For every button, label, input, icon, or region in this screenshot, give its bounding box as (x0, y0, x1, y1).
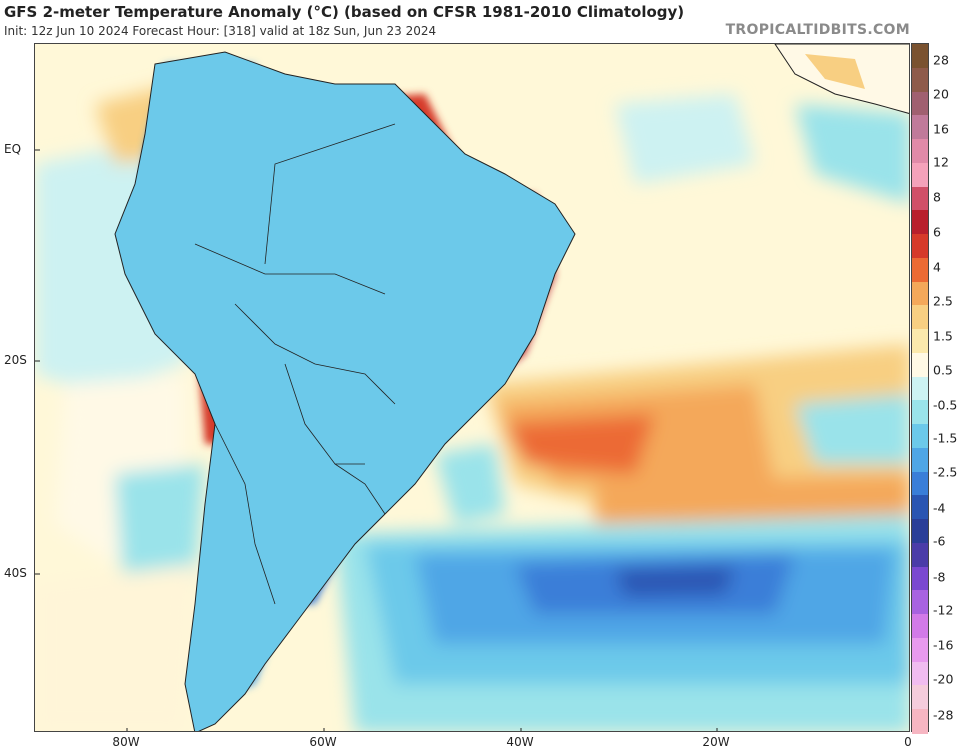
lat-label-20s: 20S (4, 353, 27, 367)
colorbar-segment (912, 376, 928, 401)
ocean-anomaly-field (35, 84, 909, 731)
colorbar-segment (912, 162, 928, 188)
colorbar-label: 4 (933, 259, 941, 275)
colorbar-label: -6 (933, 533, 946, 549)
colorbar-label: -0.5 (933, 397, 958, 413)
colorbar-segment (912, 91, 928, 116)
colorbar-label: 20 (933, 86, 949, 102)
colorbar-label: 6 (933, 224, 941, 240)
lon-label-80w: 80W (112, 735, 140, 749)
colorbar-label: -16 (933, 637, 954, 653)
colorbar-label: -20 (933, 671, 954, 687)
africa-coast (774, 44, 909, 114)
lat-label-eq: EQ (4, 142, 22, 156)
colorbar-segment (912, 542, 928, 568)
colorbar-label: -8 (933, 569, 946, 585)
colorbar-segment (912, 305, 928, 330)
colorbar-label: -28 (933, 707, 954, 723)
colorbar-segment (912, 614, 928, 639)
colorbar-segment (912, 44, 928, 69)
colorbar-segment (912, 139, 928, 164)
map-canvas (35, 44, 909, 731)
lon-label-20w: 20W (702, 735, 730, 749)
colorbar-segment (912, 329, 928, 354)
forecast-info: Init: 12z Jun 10 2024 Forecast Hour: [31… (4, 24, 437, 38)
colorbar-segment (912, 471, 928, 496)
colorbar-label: 12 (933, 154, 949, 170)
colorbar-segment (912, 685, 928, 710)
colorbar-segment (912, 67, 928, 93)
axis-ticks (35, 149, 718, 731)
colorbar (911, 43, 929, 734)
colorbar-label: 2.5 (933, 293, 953, 309)
colorbar-segment (912, 519, 928, 544)
colorbar-label: 28 (933, 52, 949, 68)
lon-label-0: 0 (904, 735, 912, 749)
colorbar-segment (912, 709, 928, 734)
colorbar-segment (912, 566, 928, 592)
colorbar-segment (912, 186, 928, 211)
colorbar-label: 8 (933, 189, 941, 205)
anomaly-map[interactable] (34, 43, 910, 732)
brand-watermark[interactable]: TROPICALTIDBITS.COM (725, 22, 910, 38)
colorbar-segment (912, 590, 928, 615)
chart-title: GFS 2-meter Temperature Anomaly (°C) (ba… (4, 3, 685, 21)
colorbar-segment (912, 115, 928, 140)
colorbar-segment (912, 234, 928, 259)
colorbar-segment (912, 424, 928, 449)
colorbar-segment (912, 661, 928, 687)
colorbar-label: 1.5 (933, 328, 953, 344)
colorbar-segment (912, 447, 928, 473)
colorbar-segment (912, 495, 928, 520)
colorbar-segment (912, 637, 928, 663)
colorbar-label: 16 (933, 121, 949, 137)
lon-label-60w: 60W (309, 735, 337, 749)
colorbar-segment (912, 352, 928, 378)
colorbar-segment (912, 281, 928, 306)
south-america-land (114, 51, 576, 731)
colorbar-label: -4 (933, 500, 946, 516)
lon-label-40w: 40W (506, 735, 534, 749)
colorbar-label: -1.5 (933, 430, 958, 446)
colorbar-label: -2.5 (933, 464, 958, 480)
colorbar-segment (912, 210, 928, 235)
colorbar-segment (912, 400, 928, 425)
colorbar-label: 0.5 (933, 362, 953, 378)
colorbar-segment (912, 257, 928, 283)
lat-label-40s: 40S (4, 566, 27, 580)
colorbar-label: -12 (933, 602, 954, 618)
